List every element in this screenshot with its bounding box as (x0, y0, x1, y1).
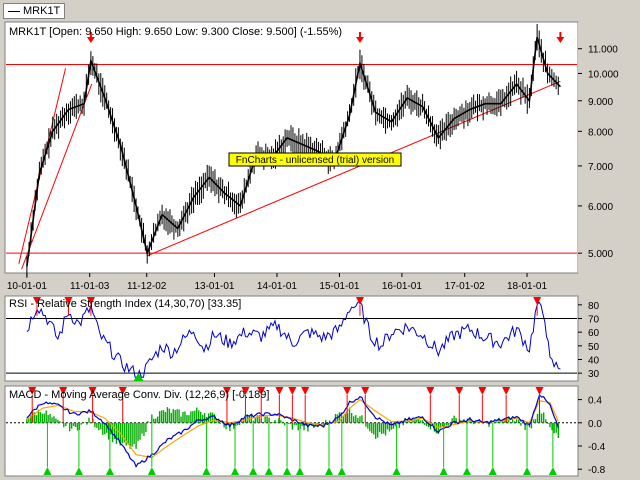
macd-markers (28, 387, 557, 475)
rsi-y-tick-label: 40 (588, 356, 600, 367)
x-tick-label: 14-01-01 (257, 281, 297, 292)
rsi-sell-marker-icon (32, 297, 41, 305)
series-swatch-icon (8, 10, 20, 12)
trendline (21, 83, 93, 270)
x-tick-label: 15-01-01 (319, 281, 359, 292)
x-tick-label: 18-01-01 (507, 281, 547, 292)
macd-sell-marker-icon (275, 387, 284, 395)
macd-sell-marker-icon (343, 387, 352, 395)
watermark-box (228, 152, 402, 167)
macd-sell-marker-icon (455, 387, 464, 395)
x-tick-label: 13-01-01 (194, 281, 234, 292)
macd-y-axis: -0.8 -0.4 0.0 0.4 (578, 396, 606, 476)
down-arrow-icon (355, 37, 364, 43)
rsi-y-tick-label: 60 (588, 328, 600, 339)
price-y-tick-label: 5.000 (588, 249, 613, 260)
price-y-tick-label: 6.000 (588, 202, 613, 213)
price-markers (86, 32, 565, 43)
macd-y-tick-label: -0.8 (588, 465, 606, 476)
x-tick-label: 11-01-03 (70, 281, 110, 292)
macd-sell-marker-icon (59, 387, 68, 395)
macd-buy-marker-icon (523, 467, 532, 475)
macd-sell-marker-icon (502, 387, 511, 395)
rsi-y-tick-label: 70 (588, 315, 600, 326)
macd-buy-marker-icon (264, 467, 273, 475)
macd-sell-marker-icon (257, 387, 266, 395)
rsi-markers (32, 297, 542, 381)
rsi-y-tick-label: 30 (588, 369, 600, 380)
macd-buy-marker-icon (105, 467, 114, 475)
trendline (147, 80, 561, 257)
rsi-pane-title: RSI - Relative Strength Index (14,30,70)… (9, 298, 241, 310)
price-y-tick-label: 8.000 (588, 127, 613, 138)
macd-pane-title: MACD - Moving Average Conv. Div. (12,26,… (9, 389, 269, 401)
macd-buy-marker-icon (231, 467, 240, 475)
rsi-sell-marker-icon (86, 297, 95, 305)
macd-sell-marker-icon (118, 387, 127, 395)
price-pane-title: MRK1T [Open: 9.650 High: 9.650 Low: 9.30… (9, 26, 342, 38)
macd-y-tick-label: 0.0 (588, 419, 602, 430)
x-tick-label: 10-01-01 (7, 281, 47, 292)
x-tick-label: 16-01-01 (382, 281, 422, 292)
macd-histogram (26, 407, 560, 449)
x-tick-label: 17-01-02 (445, 281, 485, 292)
rsi-pane (4, 295, 579, 382)
symbol-tab-label: MRK1T (23, 5, 61, 17)
rsi-y-axis: 30 40 50 60 70 80 (578, 301, 600, 380)
macd-buy-marker-icon (392, 467, 401, 475)
price-y-tick-label: 10.000 (588, 69, 619, 80)
macd-sell-marker-icon (288, 387, 297, 395)
macd-buy-marker-icon (74, 467, 83, 475)
macd-sell-marker-icon (361, 387, 370, 395)
rsi-sell-marker-icon (533, 297, 542, 305)
rsi-levels (6, 318, 577, 374)
rsi-buy-marker-icon (133, 373, 144, 381)
price-y-axis: 5.000 6.000 7.000 8.000 9.000 10.000 11.000 (578, 45, 619, 260)
macd-sell-marker-icon (478, 387, 487, 395)
watermark-text: FnCharts - unlicensed (trial) version (236, 155, 394, 166)
down-arrow-icon (86, 37, 95, 43)
macd-buy-marker-icon (283, 467, 292, 475)
macd-buy-marker-icon (249, 467, 258, 475)
symbol-tab[interactable]: MRK1T (3, 3, 66, 19)
macd-series (26, 394, 559, 468)
price-pane (4, 21, 579, 274)
macd-line (26, 394, 559, 468)
macd-buy-marker-icon (439, 467, 448, 475)
macd-sell-marker-icon (222, 387, 231, 395)
macd-buy-marker-icon (324, 467, 333, 475)
macd-sell-marker-icon (88, 387, 97, 395)
price-y-tick-label: 11.000 (588, 45, 618, 56)
x-tick-label: 11-12-02 (127, 281, 167, 292)
rsi-line (26, 301, 561, 378)
price-y-tick-label: 7.000 (588, 162, 613, 173)
macd-buy-marker-icon (488, 467, 497, 475)
macd-buy-marker-icon (147, 467, 156, 475)
down-arrow-icon (556, 37, 565, 43)
x-axis: 10-01-01 11-01-03 11-12-02 13-01-01 14-01-01… (7, 273, 547, 292)
macd-sell-marker-icon (426, 387, 435, 395)
macd-buy-marker-icon (43, 467, 52, 475)
macd-buy-marker-icon (202, 467, 211, 475)
rsi-y-tick-label: 50 (588, 342, 600, 353)
macd-y-tick-label: 0.4 (588, 396, 602, 407)
price-y-tick-label: 9.000 (588, 97, 613, 108)
rsi-series (26, 301, 561, 378)
macd-buy-marker-icon (462, 467, 471, 475)
price-axis-area (578, 22, 636, 273)
macd-buy-marker-icon (337, 467, 346, 475)
macd-sell-marker-icon (28, 387, 37, 395)
macd-y-tick-label: -0.4 (588, 442, 606, 453)
rsi-sell-marker-icon (355, 297, 364, 305)
macd-buy-marker-icon (548, 467, 557, 475)
macd-sell-marker-icon (301, 387, 310, 395)
macd-sell-marker-icon (241, 387, 250, 395)
rsi-sell-marker-icon (64, 297, 73, 305)
macd-buy-marker-icon (295, 467, 304, 475)
rsi-y-tick-label: 80 (588, 301, 600, 312)
macd-sell-marker-icon (535, 387, 544, 395)
